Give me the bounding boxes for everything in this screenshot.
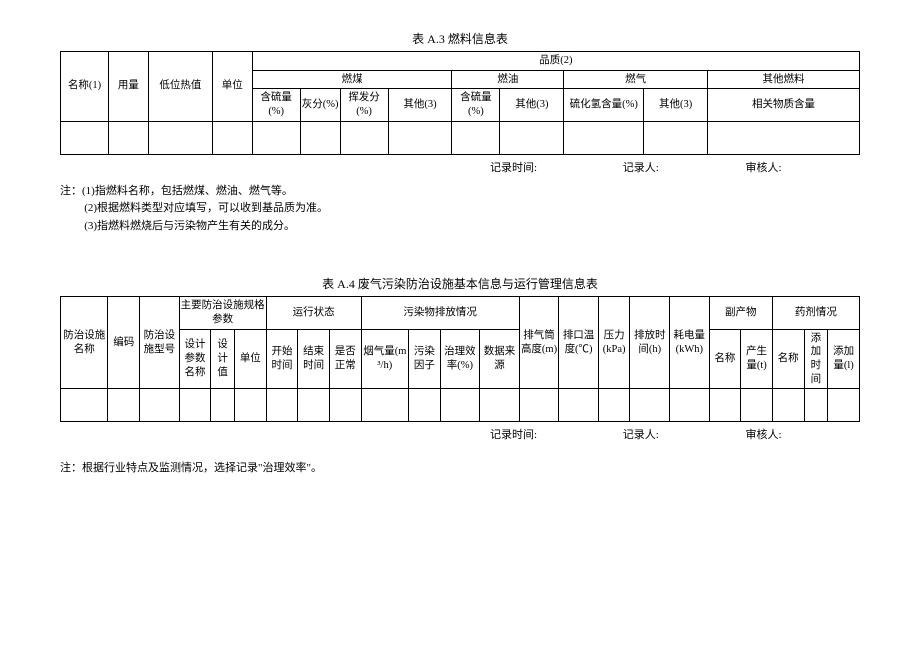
col-ash: 灰分(%) <box>300 89 340 121</box>
col-name: 名称(1) <box>61 52 109 122</box>
auditor-label: 审核人: <box>746 159 782 175</box>
col-bp-amount: 产生量(t) <box>741 329 773 389</box>
notes-label-2: 注： <box>60 462 82 474</box>
table-a3: 名称(1) 用量 低位热值 单位 品质(2) 燃煤 燃油 燃气 其他燃料 含硫量… <box>60 51 860 155</box>
col-is-normal: 是否正常 <box>329 329 361 389</box>
col-data-source: 数据来源 <box>480 329 520 389</box>
col-pressure: 压力(kPa) <box>598 297 630 389</box>
col-param-name: 设计参数名称 <box>179 329 211 389</box>
col-facility-name: 防治设施名称 <box>61 297 108 389</box>
rec-time-label-2: 记录时间: <box>490 426 620 442</box>
note-2: (2)根据燃料类型对应填写，可以收到基品质为准。 <box>60 200 860 218</box>
col-run-status: 运行状态 <box>266 297 361 329</box>
table-a4-signatures: 记录时间: 记录人: 审核人: <box>60 426 860 442</box>
col-end-time: 结束时间 <box>298 329 330 389</box>
col-quality: 品质(2) <box>252 52 859 71</box>
note-a4: 根据行业特点及监测情况，选择记录"治理效率"。 <box>82 462 322 474</box>
col-other3c: 其他(3) <box>644 89 708 121</box>
col-other3b: 其他(3) <box>500 89 564 121</box>
col-outlet-temp: 排口温度(℃) <box>559 297 599 389</box>
rec-time-label: 记录时间: <box>490 159 620 175</box>
col-byproduct: 副产物 <box>709 297 772 329</box>
col-emission: 污染物排放情况 <box>361 297 519 329</box>
col-design-val: 设计值 <box>211 329 235 389</box>
col-reagent: 药剂情况 <box>772 297 859 329</box>
table-a4: 防治设施名称 编码 防治设施型号 主要防治设施规格参数 运行状态 污染物排放情况… <box>60 296 860 422</box>
col-main-spec: 主要防治设施规格参数 <box>179 297 266 329</box>
col-sulfur: 含硫量(%) <box>252 89 300 121</box>
col-unit2: 单位 <box>235 329 267 389</box>
col-pollution-factor: 污染因子 <box>409 329 441 389</box>
col-start-time: 开始时间 <box>266 329 298 389</box>
col-sulfur2: 含硫量(%) <box>452 89 500 121</box>
col-power: 耗电量(kWh) <box>670 297 710 389</box>
table-a4-notes: 注：根据行业特点及监测情况，选择记录"治理效率"。 <box>60 460 860 478</box>
table-a3-data-row <box>61 121 860 154</box>
table-a4-data-row <box>61 389 860 422</box>
col-model: 防治设施型号 <box>140 297 180 389</box>
table-a4-title: 表 A.4 废气污染防治设施基本信息与运行管理信息表 <box>60 275 860 292</box>
col-other3a: 其他(3) <box>388 89 452 121</box>
table-a3-notes: 注：(1)指燃料名称，包括燃煤、燃油、燃气等。 (2)根据燃料类型对应填写，可以… <box>60 183 860 236</box>
table-a3-title: 表 A.3 燃料信息表 <box>60 30 860 47</box>
col-related: 相关物质含量 <box>708 89 860 121</box>
col-h2s: 硫化氢含量(%) <box>564 89 644 121</box>
col-usage: 用量 <box>108 52 148 122</box>
auditor-label-2: 审核人: <box>746 426 782 442</box>
col-other-fuel: 其他燃料 <box>708 70 860 89</box>
note-3: (3)指燃料燃烧后与污染物产生有关的成分。 <box>60 218 860 236</box>
col-treat-eff: 治理效率(%) <box>440 329 480 389</box>
rec-person-label: 记录人: <box>623 159 743 175</box>
col-bp-name: 名称 <box>709 329 741 389</box>
col-flue-gas: 烟气量(m³/h) <box>361 329 408 389</box>
col-rg-name: 名称 <box>772 329 804 389</box>
col-low-heat: 低位热值 <box>148 52 212 122</box>
col-unit: 单位 <box>212 52 252 122</box>
col-volatile: 挥发分(%) <box>340 89 388 121</box>
col-code: 编码 <box>108 297 140 389</box>
note-1: (1)指燃料名称，包括燃煤、燃油、燃气等。 <box>82 185 293 197</box>
col-oil: 燃油 <box>452 70 564 89</box>
col-discharge-time: 排放时间(h) <box>630 297 670 389</box>
col-rg-add-time: 添加时间 <box>804 329 828 389</box>
rec-person-label-2: 记录人: <box>623 426 743 442</box>
notes-label: 注： <box>60 185 82 197</box>
table-a3-signatures: 记录时间: 记录人: 审核人: <box>60 159 860 175</box>
col-rg-add-amount: 添加量(l) <box>828 329 860 389</box>
col-coal: 燃煤 <box>252 70 452 89</box>
col-gas: 燃气 <box>564 70 708 89</box>
col-stack-height: 排气筒高度(m) <box>519 297 559 389</box>
